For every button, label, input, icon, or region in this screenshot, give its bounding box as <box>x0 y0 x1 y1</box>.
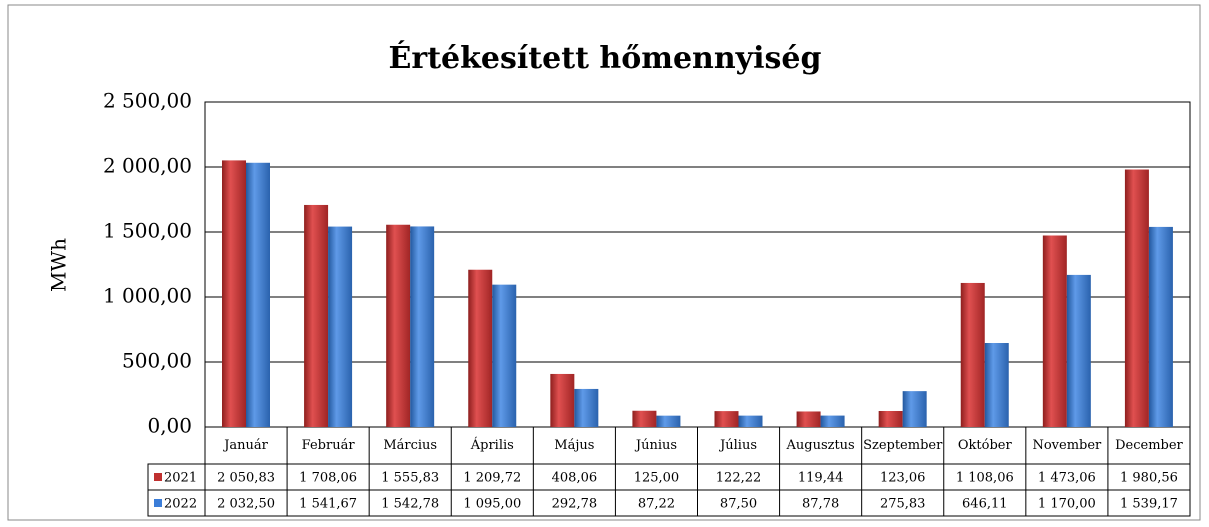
bar <box>1042 235 1067 427</box>
legend-label: 2021 <box>164 471 197 486</box>
data-table-value: 408,06 <box>552 471 598 486</box>
x-tick-label-box: Február <box>301 437 355 453</box>
bar <box>574 388 599 427</box>
x-tick-label: November <box>1032 437 1102 453</box>
x-tick-label: Január <box>224 437 268 453</box>
x-tick-label-box: December <box>1115 437 1183 453</box>
data-table-value: 87,50 <box>720 497 757 512</box>
x-tick-label-box: Augusztus <box>786 437 855 453</box>
bar <box>410 226 435 427</box>
x-tick-label: Június <box>635 437 678 453</box>
bar <box>328 226 353 427</box>
x-tick-label: December <box>1115 437 1183 453</box>
bar <box>246 162 270 427</box>
data-table-value: 275,83 <box>880 497 926 512</box>
x-tick-label-box: Szeptember <box>863 437 943 453</box>
x-tick-label-box: Május <box>554 437 595 453</box>
x-tick-label: Április <box>470 437 514 453</box>
data-table-value: 1 473,06 <box>1038 471 1096 486</box>
data-table-value: 1 539,17 <box>1120 497 1178 512</box>
data-table-value: 119,44 <box>798 471 844 486</box>
y-tick-label: 0,00 <box>147 414 192 438</box>
bar <box>550 373 575 427</box>
x-tick-label: Július <box>720 437 758 453</box>
x-tick-label: Október <box>957 437 1012 453</box>
data-table-value: 1 541,67 <box>299 497 357 512</box>
x-tick-label: Február <box>301 437 355 453</box>
bar <box>902 391 927 427</box>
bar <box>714 411 739 427</box>
x-tick-label-box: Január <box>224 437 268 453</box>
bar <box>304 204 329 427</box>
chart-frame <box>7 4 1201 521</box>
x-tick-label-box: Március <box>383 437 438 453</box>
data-table-value: 1 170,00 <box>1038 497 1096 512</box>
bar <box>738 415 763 427</box>
data-table-value: 2 032,50 <box>217 497 275 512</box>
x-tick-label-box: Július <box>720 437 758 453</box>
x-tick-label: Május <box>554 437 595 453</box>
data-table-value: 87,22 <box>638 497 675 512</box>
data-table-value: 292,78 <box>552 497 598 512</box>
x-tick-label-box: Április <box>470 437 514 453</box>
data-table-value: 1 555,83 <box>381 471 439 486</box>
x-tick-label: Szeptember <box>863 437 943 453</box>
legend-swatch <box>154 473 162 481</box>
y-tick-label: 1 500,00 <box>103 219 192 243</box>
bar <box>386 224 411 427</box>
data-table-value: 123,06 <box>880 471 926 486</box>
bar <box>820 415 845 427</box>
data-table-value: 646,11 <box>962 497 1008 512</box>
bar <box>960 282 985 427</box>
y-tick-label: 500,00 <box>122 349 192 373</box>
x-tick-label-box: November <box>1032 437 1102 453</box>
bar <box>1124 169 1149 427</box>
x-tick-label-box: Október <box>957 437 1012 453</box>
bar <box>878 411 903 427</box>
bar <box>492 284 517 427</box>
x-tick-label: Március <box>383 437 438 453</box>
bar <box>222 160 246 428</box>
bar <box>796 411 821 427</box>
y-tick-label: 1 000,00 <box>103 284 192 308</box>
data-table-value: 1 209,72 <box>463 471 521 486</box>
bar <box>468 269 493 427</box>
y-tick-label: 2 500,00 <box>103 89 192 113</box>
data-table-value: 1 542,78 <box>381 497 439 512</box>
bar <box>1066 274 1091 427</box>
bar <box>632 410 657 427</box>
data-table-value: 122,22 <box>716 471 762 486</box>
y-axis-label: MWh <box>47 238 71 292</box>
bar <box>1148 226 1173 427</box>
legend-swatch <box>154 499 162 507</box>
data-table-value: 1 095,00 <box>463 497 521 512</box>
bar <box>984 343 1009 427</box>
x-tick-label-box: Június <box>635 437 678 453</box>
data-table-value: 1 980,56 <box>1120 471 1178 486</box>
data-table-value: 2 050,83 <box>217 471 275 486</box>
x-tick-label: Augusztus <box>786 437 855 453</box>
data-table-value: 1 708,06 <box>299 471 357 486</box>
y-tick-label: 2 000,00 <box>103 154 192 178</box>
bar <box>656 415 681 427</box>
legend-label: 2022 <box>164 497 197 512</box>
data-table-value: 87,78 <box>802 497 839 512</box>
data-table-value: 1 108,06 <box>956 471 1014 486</box>
chart-title: Értékesített hőmennyiség <box>389 40 822 76</box>
data-table-value: 125,00 <box>634 471 680 486</box>
